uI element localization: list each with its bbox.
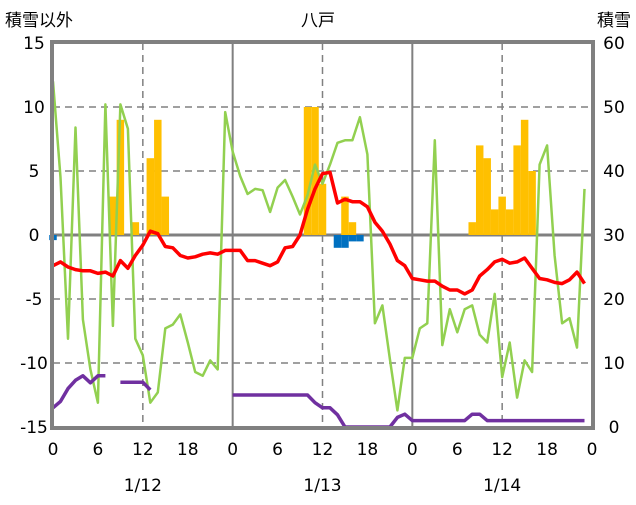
x-tick-label: 12	[132, 440, 154, 460]
right-tick-label: 0	[609, 418, 620, 438]
right-tick-label: 10	[603, 354, 625, 374]
blue-bar	[341, 235, 349, 248]
plot-frame	[50, 40, 595, 430]
left-tick-label: -5	[26, 290, 43, 310]
date-label: 1/13	[303, 476, 341, 496]
orange-bar	[513, 145, 521, 235]
orange-bar	[116, 119, 125, 235]
orange-bar	[318, 183, 327, 235]
orange-bar	[520, 119, 529, 235]
orange-bar	[490, 209, 499, 235]
orange-bar	[483, 158, 491, 235]
right-tick-label: 20	[603, 290, 625, 310]
x-tick-label: 0	[587, 440, 598, 460]
x-tick-label: 6	[272, 440, 283, 460]
orange-bar	[146, 158, 155, 235]
orange-bar	[341, 196, 349, 235]
lines	[51, 81, 586, 429]
bars	[49, 107, 536, 248]
left-tick-label: -10	[20, 354, 48, 374]
orange-bar	[475, 145, 484, 235]
x-tick-label: 0	[227, 440, 238, 460]
blue-bar	[333, 235, 342, 248]
x-tick-label: 18	[536, 440, 558, 460]
left-tick-label: -15	[20, 418, 48, 438]
orange-bar	[161, 196, 170, 235]
date-label: 1/12	[124, 476, 162, 496]
x-tick-label: 6	[452, 440, 463, 460]
frame-border	[50, 40, 595, 430]
orange-bar	[154, 119, 162, 235]
green-line	[51, 81, 586, 412]
x-tick-label: 18	[177, 440, 199, 460]
x-tick-label: 12	[491, 440, 513, 460]
right-axis-title: 積雪	[597, 11, 631, 31]
chart-title: 八戸	[301, 11, 335, 31]
right-tick-label: 40	[603, 162, 625, 182]
x-tick-label: 6	[93, 440, 104, 460]
orange-bar	[468, 222, 476, 235]
orange-bar	[498, 196, 506, 235]
red-line	[52, 170, 586, 296]
purple-line	[51, 374, 585, 429]
x-tick-label: 0	[48, 440, 59, 460]
left-tick-label: 5	[29, 162, 40, 182]
orange-bar	[131, 222, 140, 235]
orange-bar	[348, 222, 357, 235]
blue-bar	[348, 235, 357, 242]
orange-bar	[505, 209, 514, 235]
orange-bar	[311, 107, 319, 235]
x-tick-label: 0	[407, 440, 418, 460]
left-tick-label: 15	[23, 34, 45, 54]
right-tick-label: 30	[603, 226, 625, 246]
right-tick-label: 50	[603, 98, 625, 118]
blue-bar	[356, 235, 364, 242]
x-tick-label: 12	[312, 440, 334, 460]
right-tick-label: 60	[603, 34, 625, 54]
axis-labels: 積雪以外 八戸 積雪	[5, 11, 631, 31]
x-tick-label: 18	[357, 440, 379, 460]
left-tick-label: 0	[29, 226, 40, 246]
left-tick-label: 10	[23, 98, 45, 118]
left-axis-title: 積雪以外	[5, 11, 73, 31]
orange-bar	[303, 107, 312, 235]
date-label: 1/14	[483, 476, 521, 496]
orange-bar	[528, 171, 536, 235]
orange-bar	[109, 196, 117, 235]
